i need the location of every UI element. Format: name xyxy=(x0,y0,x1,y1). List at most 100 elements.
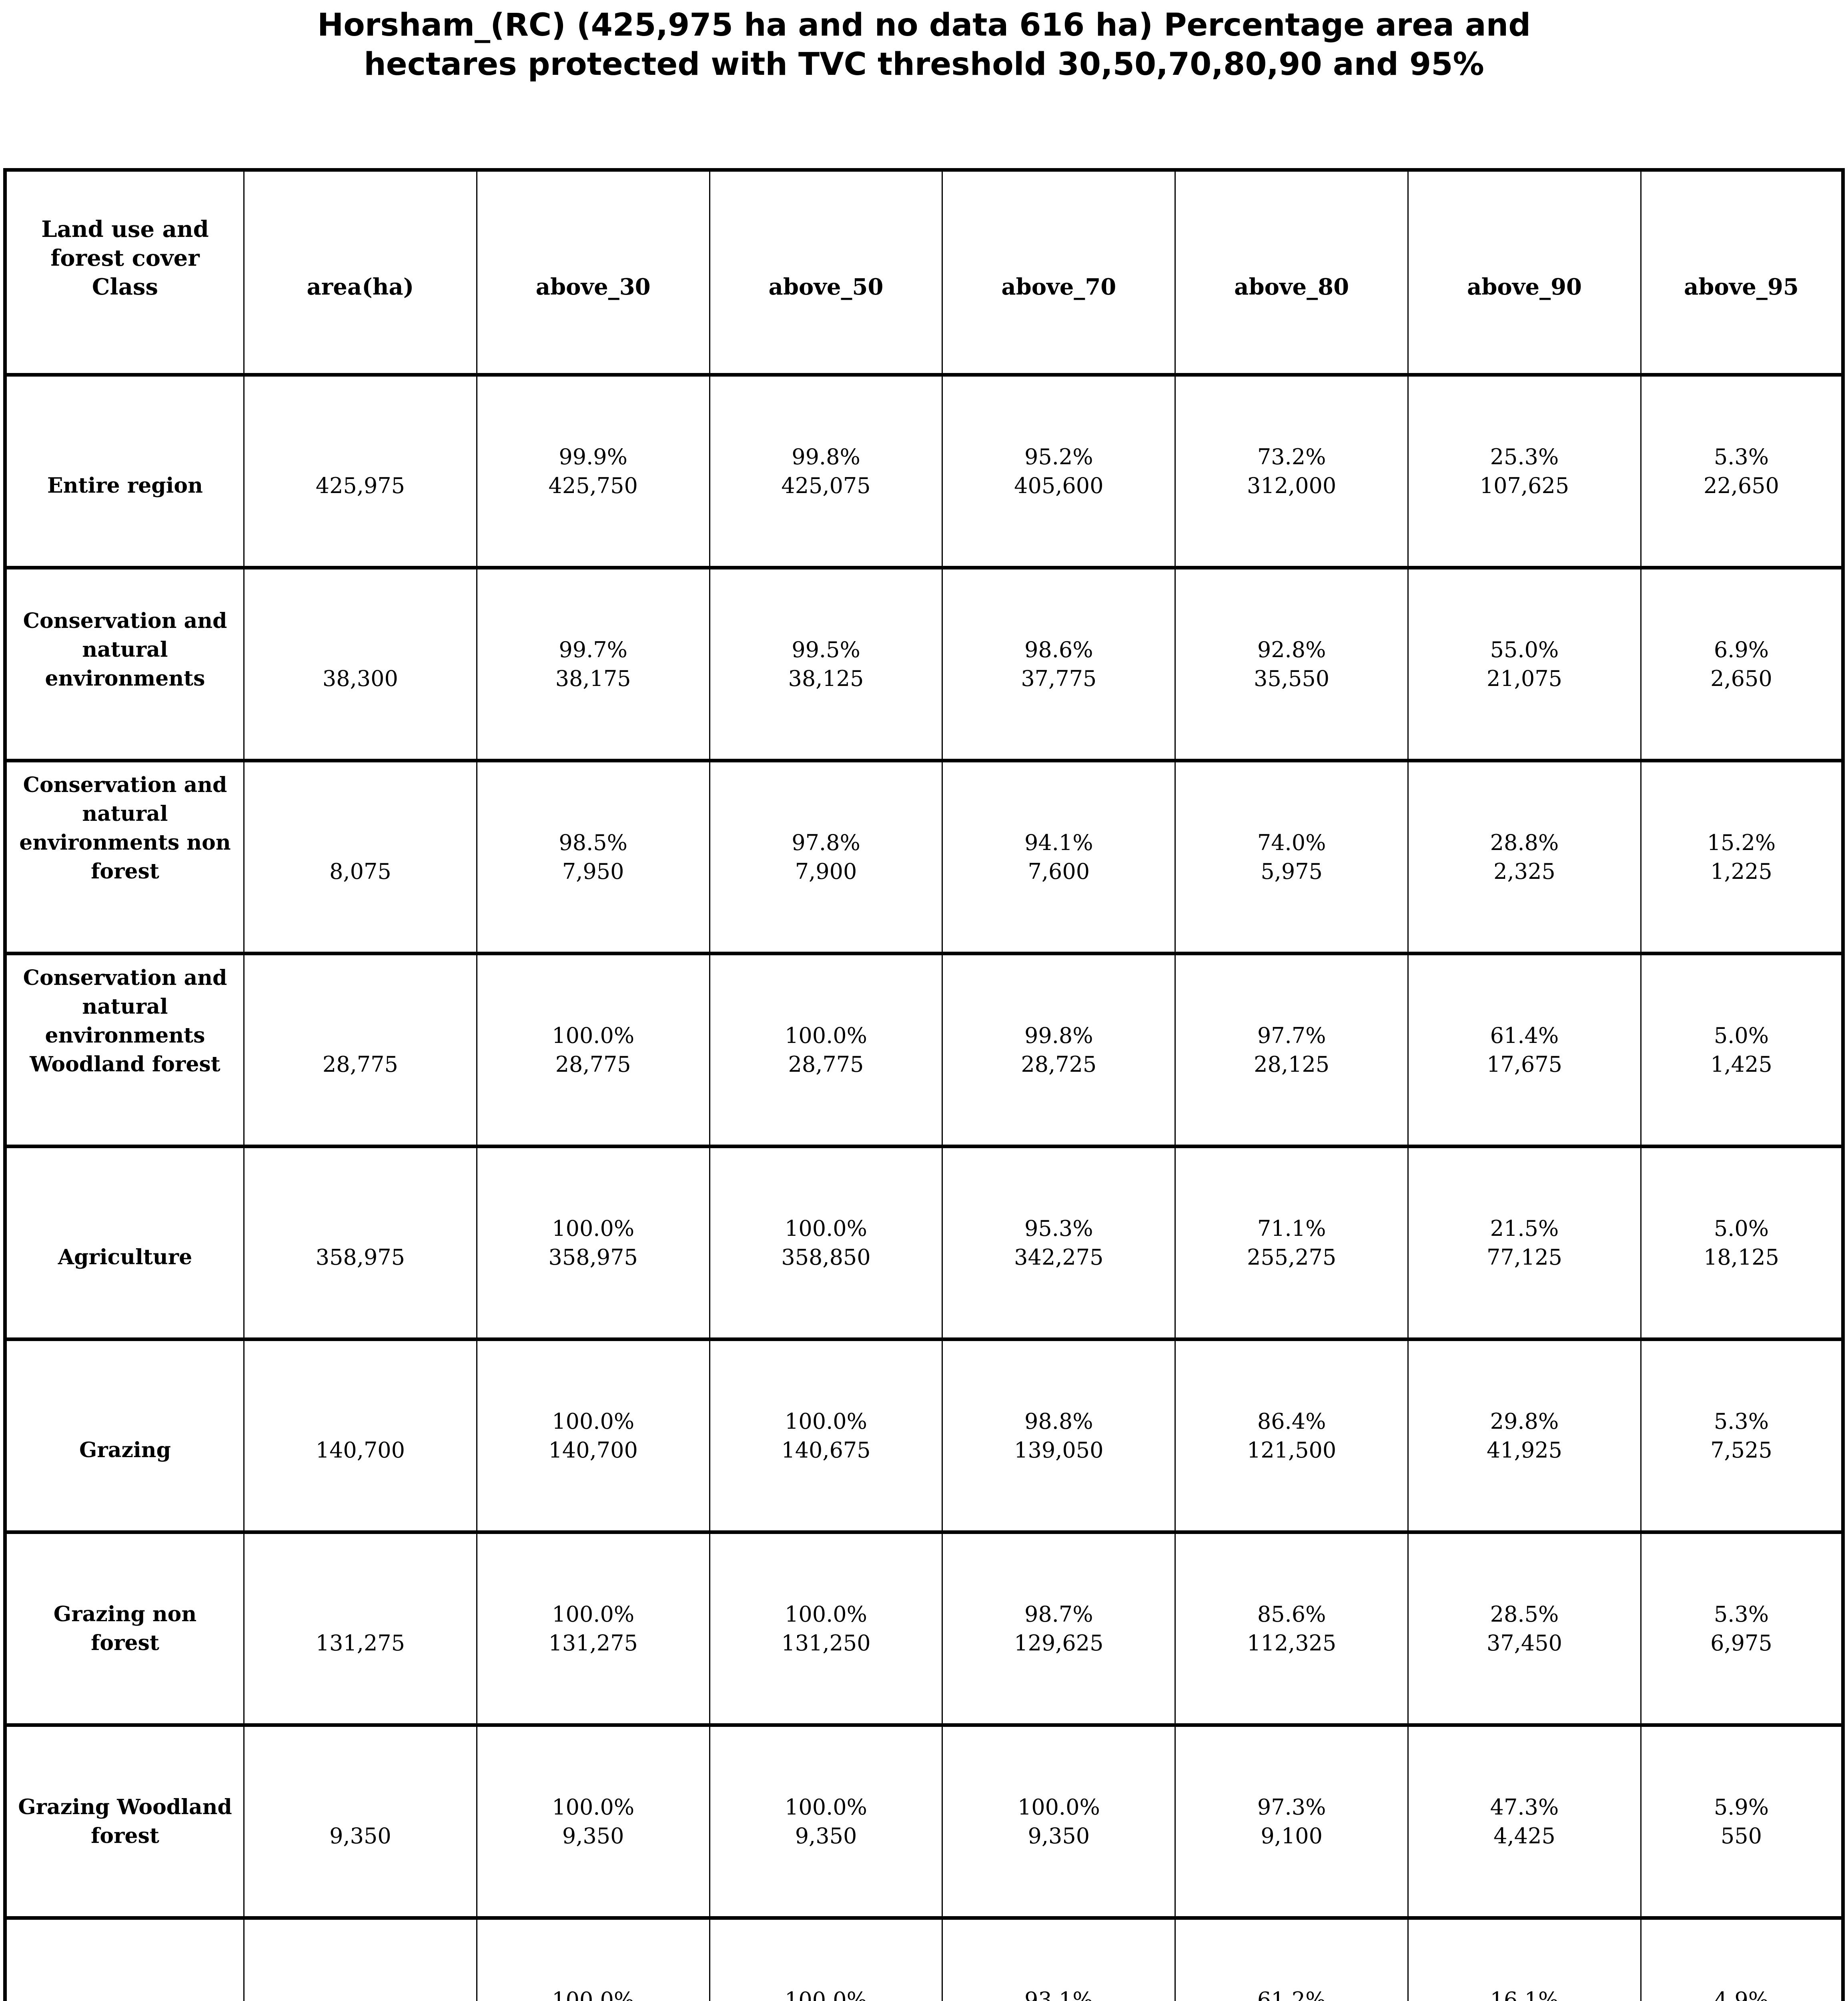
hectares-value: 140,700 xyxy=(548,1437,638,1463)
header-above-30: above_30 xyxy=(476,170,710,375)
hectares-value: 6,975 xyxy=(1710,1630,1772,1656)
pct-ha-cell: 98.8% 139,050 xyxy=(942,1339,1175,1532)
class-label: Grazing xyxy=(79,1438,171,1462)
pct-ha-cell: 55.0% 21,075 xyxy=(1407,567,1641,761)
percent-value: 61.2% xyxy=(1257,1987,1326,2001)
hectares-value: 358,975 xyxy=(548,1244,638,1270)
hectares-value: 255,275 xyxy=(1247,1244,1337,1270)
header-class: Land use and forest cover Class xyxy=(5,170,244,375)
percent-value: 25.3% xyxy=(1490,444,1559,469)
hectares-value: 425,750 xyxy=(548,473,638,498)
class-label: Entire region xyxy=(47,473,203,498)
area-value: 140,700 xyxy=(315,1437,405,1463)
percent-value: 5.3% xyxy=(1714,1601,1769,1627)
hectares-value: 1,425 xyxy=(1710,1051,1772,1077)
pct-ha-cell: 71.1% 255,275 xyxy=(1175,1146,1408,1339)
percent-value: 100.0% xyxy=(552,1987,635,2001)
header-area: area(ha) xyxy=(243,170,477,375)
hectares-value: 312,000 xyxy=(1247,473,1337,498)
percent-value: 100.0% xyxy=(1017,1794,1100,1820)
pct-ha-cell: 61.4% 17,675 xyxy=(1407,953,1641,1147)
percent-value: 97.7% xyxy=(1257,1023,1326,1048)
pct-ha-cell: 100.0% 358,975 xyxy=(476,1146,710,1339)
area-value: 28,775 xyxy=(322,1051,398,1077)
percent-value: 5.0% xyxy=(1714,1215,1769,1241)
pct-ha-cell: 94.1% 7,600 xyxy=(942,760,1175,954)
hectares-value: 28,725 xyxy=(1021,1051,1097,1077)
area-cell: 28,775 xyxy=(243,953,477,1147)
percent-value: 100.0% xyxy=(552,1408,635,1434)
percent-value: 98.8% xyxy=(1024,1408,1093,1434)
percent-value: 5.3% xyxy=(1714,1408,1769,1434)
pct-ha-cell: 98.7% 129,625 xyxy=(942,1532,1175,1725)
hectares-value: 2,325 xyxy=(1493,858,1555,884)
header-above-70: above_70 xyxy=(942,170,1175,375)
percent-value: 95.3% xyxy=(1024,1215,1093,1241)
header-above-90: above_90 xyxy=(1407,170,1641,375)
pct-ha-cell: 95.2% 405,600 xyxy=(942,375,1175,568)
pct-ha-cell: 47.3% 4,425 xyxy=(1407,1725,1641,1918)
area-value: 425,975 xyxy=(315,473,405,498)
table-row: Conservation and natural environments 38,… xyxy=(5,567,1843,761)
hectares-value: 358,850 xyxy=(781,1244,871,1270)
hectares-value: 41,925 xyxy=(1486,1437,1562,1463)
class-cell: Conservation and natural environments Wo… xyxy=(5,953,244,1147)
pct-ha-cell: 100.0% 131,250 xyxy=(709,1532,942,1725)
percent-value: 61.4% xyxy=(1490,1023,1559,1048)
percent-value: 100.0% xyxy=(785,1987,867,2001)
percent-value: 99.8% xyxy=(1024,1023,1093,1048)
area-cell: 425,975 xyxy=(243,375,477,568)
percent-value: 100.0% xyxy=(552,1794,635,1820)
hectares-value: 107,625 xyxy=(1479,473,1569,498)
percent-value: 5.3% xyxy=(1714,444,1769,469)
percent-value: 29.8% xyxy=(1490,1408,1559,1434)
pct-ha-cell: 99.8% 28,725 xyxy=(942,953,1175,1147)
table-row: Agriculture 358,975 100.0% 358,975 100.0% 358… xyxy=(5,1146,1843,1339)
area-cell: 9,350 xyxy=(243,1725,477,1918)
pct-ha-cell: 100.0%217,625 xyxy=(476,1918,710,2001)
pct-ha-cell: 5.0% 18,125 xyxy=(1640,1146,1843,1339)
class-cell: Grazing xyxy=(5,1339,244,1532)
percent-value: 6.9% xyxy=(1714,637,1769,662)
class-cell: Grazing non forest xyxy=(5,1532,244,1725)
pct-ha-cell: 100.0% 28,775 xyxy=(476,953,710,1147)
pct-ha-cell: 99.8% 425,075 xyxy=(709,375,942,568)
table-row: Grazing Woodland forest 9,350 100.0% 9,350 1… xyxy=(5,1725,1843,1918)
hectares-value: 550 xyxy=(1720,1823,1762,1849)
percent-value: 28.8% xyxy=(1490,830,1559,855)
area-cell: 140,700 xyxy=(243,1339,477,1532)
percent-value: 100.0% xyxy=(785,1601,867,1627)
percent-value: 4.9% xyxy=(1714,1987,1769,2001)
percent-value: 15.2% xyxy=(1707,830,1776,855)
hectares-value: 140,675 xyxy=(781,1437,871,1463)
class-label: Conservation and natural environments no… xyxy=(19,772,231,884)
class-label: Conservation and natural environments Wo… xyxy=(23,965,227,1077)
percent-value: 28.5% xyxy=(1490,1601,1559,1627)
hectares-value: 22,650 xyxy=(1703,473,1779,498)
pct-ha-cell: 98.5% 7,950 xyxy=(476,760,710,954)
hectares-value: 9,100 xyxy=(1261,1823,1323,1849)
percent-value: 99.5% xyxy=(792,637,860,662)
percent-value: 73.2% xyxy=(1257,444,1326,469)
hectares-value: 9,350 xyxy=(1028,1823,1090,1849)
area-cell: 217,625 xyxy=(243,1918,477,2001)
pct-ha-cell: 5.3% 7,525 xyxy=(1640,1339,1843,1532)
pct-ha-cell: 100.0% 140,675 xyxy=(709,1339,942,1532)
hectares-value: 131,275 xyxy=(548,1630,638,1656)
header-row: Land use and forest cover Class area(ha)… xyxy=(5,170,1843,375)
tvc-table-wrapper: Land use and forest cover Class area(ha)… xyxy=(3,168,1845,2001)
table-body: Entire region 425,975 99.9% 425,750 99.8% 425… xyxy=(5,375,1843,2001)
header-above-50-label: above_50 xyxy=(768,273,884,300)
hectares-value: 28,775 xyxy=(788,1051,864,1077)
pct-ha-cell: 28.5% 37,450 xyxy=(1407,1532,1641,1725)
percent-value: 47.3% xyxy=(1490,1794,1559,1820)
page-title: Horsham_(RC) (425,975 ha and no data 616… xyxy=(0,6,1848,84)
hectares-value: 37,775 xyxy=(1021,666,1097,691)
hectares-value: 9,350 xyxy=(795,1823,857,1849)
hectares-value: 342,275 xyxy=(1014,1244,1104,1270)
pct-ha-cell: 99.9% 425,750 xyxy=(476,375,710,568)
hectares-value: 4,425 xyxy=(1493,1823,1555,1849)
percent-value: 71.1% xyxy=(1257,1215,1326,1241)
pct-ha-cell: 61.2%133,150 xyxy=(1175,1918,1408,2001)
header-above-95: above_95 xyxy=(1640,170,1843,375)
